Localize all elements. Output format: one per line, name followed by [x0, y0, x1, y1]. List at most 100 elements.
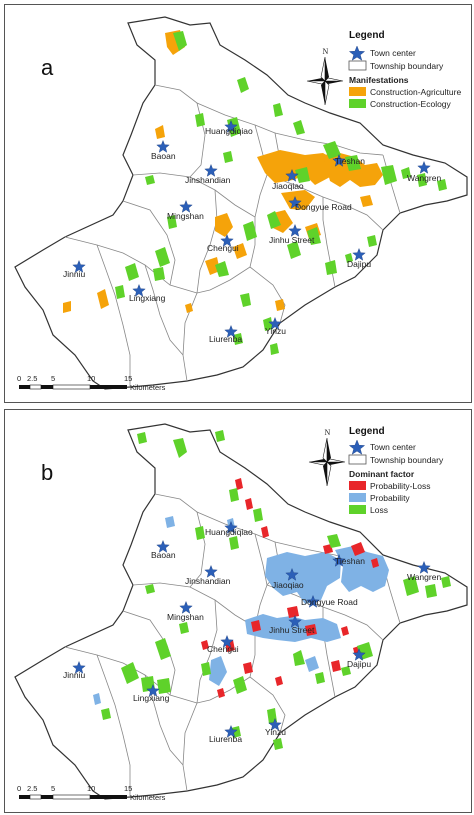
- legend-swatch-probability-loss: [349, 481, 366, 490]
- panel-letter-b: b: [41, 460, 53, 485]
- town-label: Lingxiang: [129, 293, 166, 303]
- town-label: Wangren: [407, 572, 441, 582]
- town-label: Jinshandian: [185, 576, 231, 586]
- town-label: Jinshandian: [185, 175, 231, 185]
- town-star-icon: [352, 647, 366, 661]
- town-star-icon: [332, 153, 346, 167]
- legend-label-loss: Loss: [370, 505, 388, 515]
- legend-label-probability-loss: Probability-Loss: [370, 481, 430, 491]
- town-star-icon: [72, 660, 86, 674]
- scale-unit: Kilometers: [130, 383, 166, 392]
- town-markers-a: Baoan Huangdiqiao Jinshandian Mingshan Jinni…: [63, 119, 441, 344]
- legend-section-title: Manifestations: [349, 75, 409, 85]
- town-star-icon: [352, 247, 366, 261]
- town-star-icon: [156, 139, 170, 153]
- town-label: Huangdiqiao: [205, 527, 253, 537]
- panel-letter-a: a: [41, 55, 54, 80]
- probability-patches: [93, 516, 389, 705]
- town-star-icon: [285, 567, 299, 581]
- town-star-icon: [285, 168, 299, 182]
- north-label: N: [323, 47, 329, 56]
- scale-tick-2: 5: [51, 784, 55, 793]
- construction-ecology-patches: [115, 31, 447, 355]
- legend-swatch-probability: [349, 493, 366, 502]
- town-label: Tieshan: [335, 156, 365, 166]
- town-star-icon: [332, 553, 346, 567]
- legend-b: Legend Town center Township boundary Dom…: [348, 426, 444, 515]
- map-b-svg: b Baoan Huangdiqiao Jinshandian Mingshan Jin…: [14, 423, 468, 802]
- town-label: Liurenba: [209, 334, 242, 344]
- town-label: Baoan: [151, 550, 176, 560]
- town-star-icon: [288, 614, 302, 628]
- town-star-icon: [224, 324, 238, 338]
- scale-bar: 0 2.5 5 10 15 Kilometers: [17, 374, 166, 392]
- town-label: Baoan: [151, 151, 176, 161]
- town-label: Huangdiqiao: [205, 126, 253, 136]
- legend-town-center-label: Town center: [370, 48, 416, 58]
- town-star-icon: [306, 594, 320, 608]
- town-star-icon: [179, 199, 193, 213]
- star-icon: [348, 45, 366, 61]
- town-label: Dajipu: [347, 259, 371, 269]
- scale-tick-3: 10: [87, 374, 95, 383]
- legend-swatch-construction-agriculture: [349, 87, 366, 96]
- legend-title: Legend: [349, 426, 385, 437]
- north-arrow-icon: N: [306, 47, 344, 106]
- legend-boundary-label: Township boundary: [370, 455, 444, 465]
- town-label: Jinniu: [63, 670, 85, 680]
- town-star-icon: [220, 634, 234, 648]
- legend-boundary-label: Township boundary: [370, 61, 444, 71]
- star-icon: [348, 439, 366, 455]
- town-label: Tieshan: [335, 556, 365, 566]
- legend-a: Legend Town center Township boundary Man…: [348, 30, 461, 109]
- scale-tick-1: 2.5: [27, 784, 37, 793]
- scale-bar: 0 2.5 5 10 15 Kilometers: [17, 784, 166, 802]
- town-star-icon: [224, 724, 238, 738]
- town-label: Dongyue Road: [301, 597, 358, 607]
- legend-section-title: Dominant factor: [349, 469, 415, 479]
- scale-tick-1: 2.5: [27, 374, 37, 383]
- town-star-icon: [204, 163, 218, 177]
- town-label: Mingshan: [167, 211, 204, 221]
- scale-tick-4: 15: [124, 784, 132, 793]
- town-star-icon: [146, 683, 160, 697]
- town-label: Chengui: [207, 243, 239, 253]
- legend-label-construction-agriculture: Construction-Agriculture: [370, 87, 461, 97]
- town-label: Yinzu: [265, 326, 286, 336]
- map-panel-a: a Baoan Huangdiqiao Jinshandian Mingshan Jin…: [4, 4, 472, 403]
- scale-tick-3: 10: [87, 784, 95, 793]
- town-star-icon: [72, 259, 86, 273]
- north-label: N: [325, 428, 331, 437]
- town-label: Dongyue Road: [295, 202, 352, 212]
- map-panel-b: b Baoan Huangdiqiao Jinshandian Mingshan Jin…: [4, 409, 472, 813]
- town-star-icon: [417, 560, 431, 574]
- town-label: Liurenba: [209, 734, 242, 744]
- legend-town-center-label: Town center: [370, 442, 416, 452]
- legend-label-construction-ecology: Construction-Ecology: [370, 99, 452, 109]
- town-label: Jinhu Street: [269, 235, 315, 245]
- scale-tick-2: 5: [51, 374, 55, 383]
- town-star-icon: [268, 717, 282, 731]
- town-markers-b: Baoan Huangdiqiao Jinshandian Mingshan Jinni…: [63, 520, 441, 744]
- study-area-outline: [14, 16, 468, 390]
- town-star-icon: [132, 283, 146, 297]
- legend-swatch-construction-ecology: [349, 99, 366, 108]
- town-label: Wangren: [407, 173, 441, 183]
- town-label: Yinzu: [265, 727, 286, 737]
- town-label: Lingxiang: [133, 693, 170, 703]
- town-star-icon: [417, 160, 431, 174]
- map-a-svg: a Baoan Huangdiqiao Jinshandian Mingshan Jin…: [14, 16, 468, 392]
- town-label: Jiaoqiao: [272, 580, 304, 590]
- town-star-icon: [224, 520, 238, 534]
- town-star-icon: [179, 600, 193, 614]
- town-label: Mingshan: [167, 612, 204, 622]
- town-star-icon: [288, 195, 302, 209]
- town-star-icon: [156, 539, 170, 553]
- town-label: Jinniu: [63, 269, 85, 279]
- scale-tick-0: 0: [17, 374, 21, 383]
- legend-swatch-loss: [349, 505, 366, 514]
- town-label: Dajipu: [347, 659, 371, 669]
- town-star-icon: [224, 119, 238, 133]
- study-area-outline: [14, 423, 468, 800]
- town-star-icon: [268, 316, 282, 330]
